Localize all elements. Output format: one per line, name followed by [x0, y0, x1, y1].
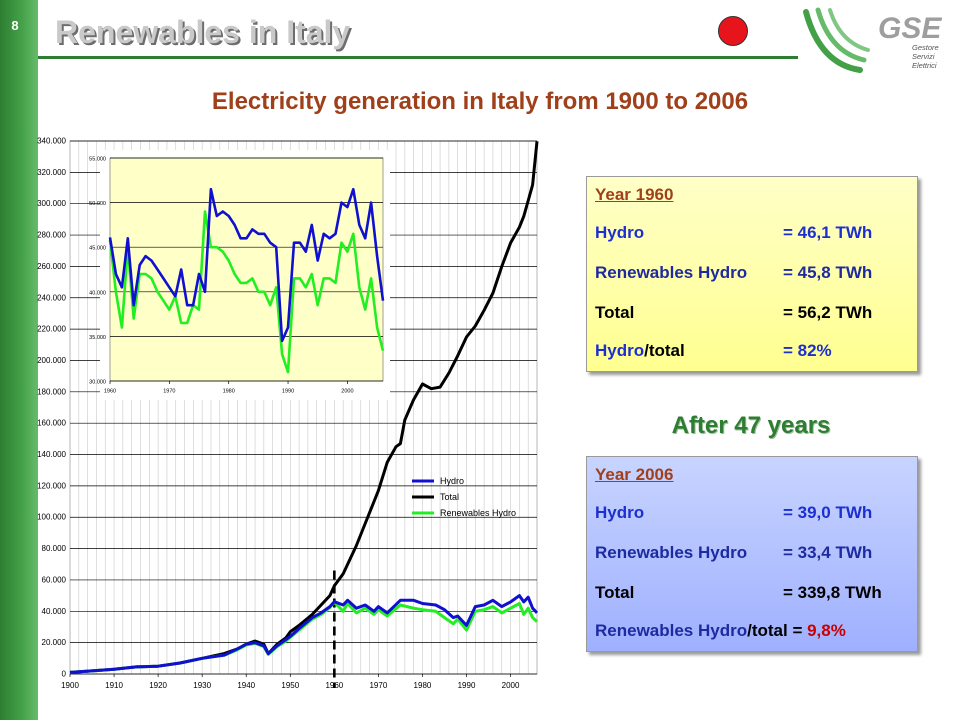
series-line-renewables-hydro	[108, 210, 385, 374]
year-2006-box: Year 2006 Hydro = 39,0 TWh Renewables Hy…	[586, 456, 918, 652]
legend-label-hydro: Hydro	[440, 476, 464, 486]
x-tick-label: 1970	[163, 389, 175, 395]
page-title: Renewables in Italy	[55, 14, 351, 50]
y-tick-label: 50.000	[89, 201, 106, 207]
legend-label-total: Total	[440, 492, 459, 502]
y-tick-label: 160.000	[37, 419, 66, 428]
hydro-value: = 39,0 TWh	[783, 503, 873, 522]
x-tick-label: 2000	[502, 681, 520, 690]
x-tick-label: 1990	[458, 681, 476, 690]
hydro-label: Hydro	[595, 223, 645, 242]
x-tick-label: 1960	[104, 389, 116, 395]
y-tick-label: 20.000	[42, 638, 67, 647]
y-tick-label: 340.000	[37, 137, 66, 146]
ratio-label: Hydro/total	[595, 341, 685, 361]
after-years-heading: After 47 years	[671, 412, 831, 439]
y-tick-label: 60.000	[42, 575, 67, 584]
chart-title: Electricity generation in Italy from 190…	[211, 88, 749, 115]
x-tick-label: 2000	[341, 389, 353, 395]
total-value: = 56,2 TWh	[783, 303, 873, 322]
y-tick-label: 55.000	[89, 157, 106, 163]
ratio-label-b: /total	[644, 341, 685, 360]
x-tick-label: 1900	[61, 681, 79, 690]
y-tick-label: 40.000	[89, 290, 106, 296]
y-tick-label: 260.000	[37, 262, 66, 271]
y-tick-label: 0	[62, 670, 67, 679]
renewables-hydro-label: Renewables Hydro	[595, 543, 748, 562]
y-tick-label: 40.000	[42, 607, 67, 616]
ratio-label-a: Renewables Hydro	[595, 621, 748, 640]
x-tick-label: 1980	[223, 389, 235, 395]
y-tick-label: 140.000	[37, 450, 66, 459]
y-tick-label: 30.000	[89, 380, 106, 386]
y-tick-label: 240.000	[37, 293, 66, 302]
total-label: Total	[595, 303, 635, 322]
year-1960-box: Year 1960 Hydro = 46,1 TWh Renewables Hy…	[586, 176, 918, 372]
sidebar-band: 8	[0, 0, 38, 720]
ratio-value: = 82%	[783, 341, 832, 360]
renewables-hydro-label: Renewables Hydro	[595, 263, 748, 282]
y-tick-label: 80.000	[42, 544, 67, 553]
y-tick-label: 320.000	[37, 168, 66, 177]
logo-brand: GSE	[878, 12, 942, 45]
x-tick-label: 1920	[149, 681, 167, 690]
hydro-value: = 46,1 TWh	[783, 223, 873, 242]
x-tick-label: 1910	[105, 681, 123, 690]
gse-logo: GSE Gestore Servizi Elettrici	[803, 7, 942, 73]
y-tick-label: 100.000	[37, 513, 66, 522]
ratio-value: 9,8%	[807, 621, 846, 640]
y-tick-label: 35.000	[89, 335, 106, 341]
ratio-label: Renewables Hydro/total = 9,8%	[595, 621, 846, 641]
logo-line3: Elettrici	[912, 61, 937, 70]
series-line-hydro	[108, 187, 385, 343]
y-tick-label: 200.000	[37, 356, 66, 365]
y-tick-label: 300.000	[37, 199, 66, 208]
x-tick-label: 1940	[237, 681, 255, 690]
total-label: Total	[595, 583, 635, 602]
total-value: = 339,8 TWh	[783, 583, 882, 602]
title-underline	[38, 56, 798, 59]
red-dot-marker	[718, 16, 748, 46]
renewables-hydro-value: = 33,4 TWh	[783, 543, 873, 562]
plot-area	[109, 157, 384, 382]
y-tick-label: 220.000	[37, 325, 66, 334]
ratio-label-b: /total =	[747, 621, 808, 640]
box-year-label: Year 2006	[595, 465, 674, 484]
legend-label-renewables-hydro: Renewables Hydro	[440, 508, 516, 518]
series-line-hydro	[69, 594, 539, 674]
x-tick-label: 1970	[369, 681, 387, 690]
x-tick-label: 1980	[414, 681, 432, 690]
logo-line2: Servizi	[912, 52, 935, 61]
hydro-label: Hydro	[595, 503, 645, 522]
slide-number: 8	[11, 18, 19, 33]
ratio-label-a: Hydro	[595, 341, 645, 360]
box-year-label: Year 1960	[595, 185, 674, 204]
renewables-hydro-value: = 45,8 TWh	[783, 263, 873, 282]
x-tick-label: 1930	[193, 681, 211, 690]
logo-line1: Gestore	[912, 43, 939, 52]
y-tick-label: 120.000	[37, 481, 66, 490]
y-tick-label: 180.000	[37, 387, 66, 396]
y-tick-label: 45.000	[89, 246, 106, 252]
inset-chart: 30.000 35.000 40.000 45.000 50.000 55.000 1960…	[89, 157, 385, 395]
x-tick-label: 1990	[282, 389, 294, 395]
y-tick-label: 280.000	[37, 231, 66, 240]
x-tick-label: 1950	[281, 681, 299, 690]
logo-arcs	[803, 7, 870, 73]
chart-legend: Hydro Total Renewables Hydro	[412, 476, 516, 518]
